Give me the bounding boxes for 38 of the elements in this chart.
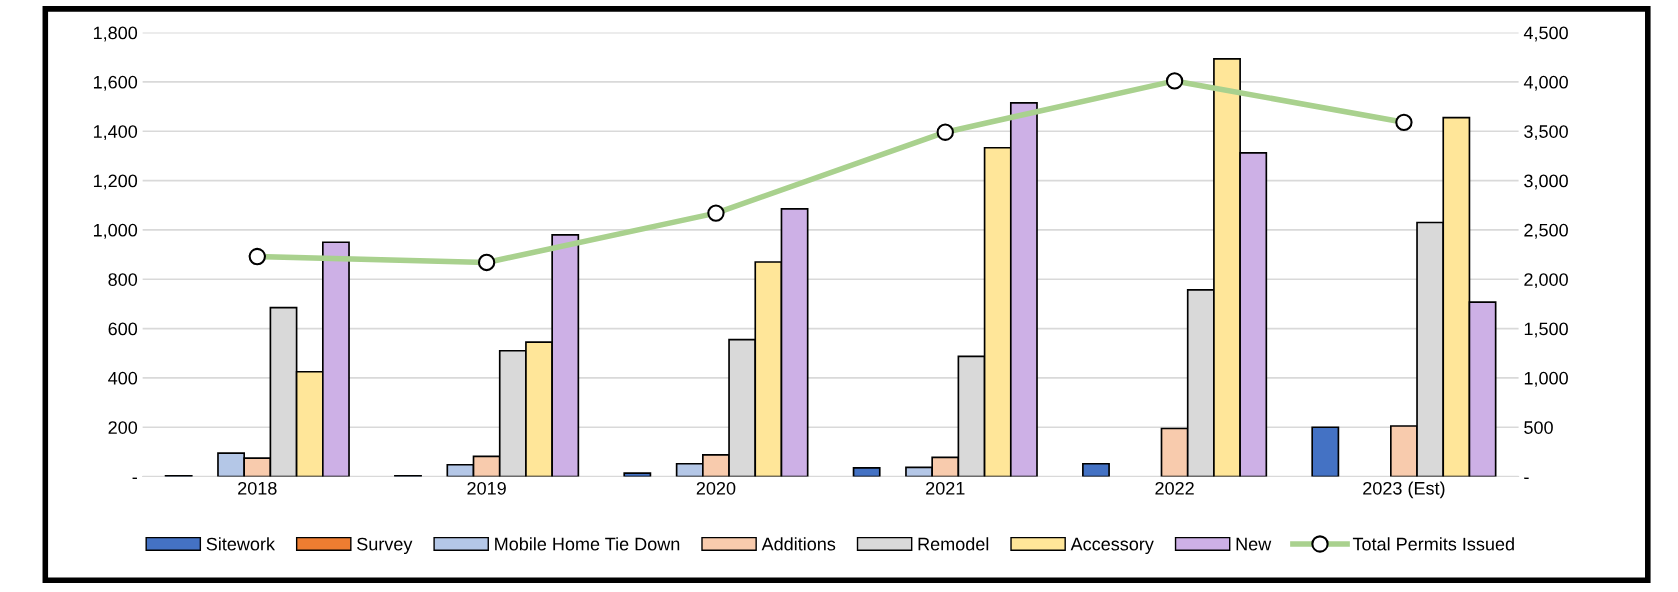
y2-tick-label: 1,000: [1524, 371, 1568, 387]
legend-label: Mobile Home Tie Down: [495, 537, 680, 551]
legend-label: New: [1236, 537, 1272, 551]
y2-tick-label: 4,000: [1523, 75, 1568, 91]
y-tick-label: 600: [108, 322, 138, 336]
y-tick-label: 1,600: [93, 75, 138, 91]
x-tick-label: 2020: [696, 481, 736, 495]
y2-tick-label: 1,500: [1524, 322, 1568, 338]
legend-label: Accessory: [1070, 537, 1154, 555]
y-tick-label: 1,400: [93, 125, 138, 141]
bar: [1082, 462, 1110, 477]
bar: [623, 472, 652, 477]
y-tick-label: 200: [108, 421, 138, 434]
x-tick-label: 2023 (Est): [1363, 481, 1445, 499]
bar: [1311, 426, 1340, 477]
y-tick-label: -: [132, 477, 137, 480]
x-tick-label: 2021: [926, 481, 965, 495]
y-tick-label: 400: [108, 371, 138, 385]
x-tick-label: 2022: [1155, 481, 1194, 495]
legend-label: Remodel: [918, 537, 989, 551]
x-tick-label: 2018: [238, 481, 277, 495]
y-tick-label: 1,000: [93, 223, 138, 239]
y2-tick-label: 3,500: [1524, 125, 1568, 141]
bar: [852, 467, 881, 477]
x-tick-label: 2019: [467, 481, 506, 495]
y2-tick-label: 4,500: [1523, 26, 1568, 42]
y2-tick-label: 500: [1524, 421, 1553, 434]
legend-label: Survey: [357, 537, 413, 555]
y2-tick-label: -: [1524, 477, 1529, 480]
y-tick-label: 1,200: [93, 174, 138, 190]
legend-label: Total Permits Issued: [1352, 537, 1514, 551]
y2-tick-label: 2,500: [1524, 223, 1568, 239]
legend-label: Additions: [761, 537, 836, 551]
legend-label: Sitework: [206, 537, 276, 551]
y2-tick-label: 2,000: [1524, 273, 1568, 289]
y-tick-label: 800: [108, 273, 138, 286]
y-tick-label: 1,800: [93, 26, 138, 42]
y2-tick-label: 3,000: [1524, 174, 1568, 190]
